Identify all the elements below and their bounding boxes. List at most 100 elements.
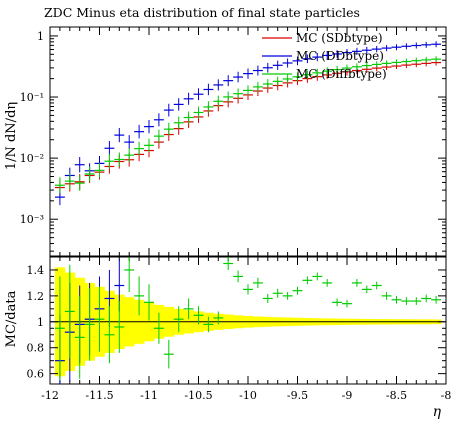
main-data-point (94, 162, 105, 178)
main-data-point (351, 47, 362, 55)
main-data-point (193, 88, 204, 101)
ratio-data-point (312, 272, 323, 281)
main-data-point (213, 95, 224, 107)
main-data-point (381, 45, 392, 52)
main-data-point (163, 122, 174, 136)
main-data-point (124, 148, 135, 163)
ratio-data-point (223, 257, 234, 270)
main-data-point (144, 119, 154, 134)
main-data-point (421, 41, 432, 48)
ratio-data-point (262, 293, 273, 304)
ratio-data-point (233, 270, 244, 283)
ratio-data-point (74, 295, 85, 379)
main-y-axis-label: 1/N dN/dη (4, 102, 19, 170)
ratio-data-point (84, 288, 95, 361)
ratio-data-point (252, 277, 263, 289)
ratio-y-tick-label: 0.8 (27, 342, 45, 355)
ratio-data-point (391, 295, 402, 304)
main-data-point (262, 62, 273, 73)
ratio-data-point (134, 276, 145, 316)
main-data-point (342, 64, 352, 72)
ratio-x-tick-label: -11.5 (85, 389, 113, 402)
main-data-point (84, 166, 95, 182)
main-data-point (203, 83, 214, 96)
ratio-panel: 0.6 0.8 1 1.2 1.4 -12 -11.5 -11 -10.5 -10 -9.5 -9 -8… (27, 256, 451, 402)
ratio-data-point (421, 294, 432, 303)
ratio-data-point (104, 306, 115, 364)
main-data-point (282, 58, 293, 68)
main-data-point (431, 41, 442, 48)
main-data-point (351, 63, 362, 71)
ratio-data-point (361, 285, 372, 294)
main-data-point (183, 111, 194, 124)
main-data-point (322, 51, 333, 60)
ratio-data-point (124, 257, 135, 292)
main-data-point (272, 76, 283, 87)
ratio-x-tick-label: -9.5 (287, 389, 308, 402)
legend-entry: MC (Diffbtype) (262, 67, 387, 81)
ratio-x-tick-label: -10.5 (184, 389, 212, 402)
ratio-data-point (203, 316, 214, 333)
ratio-data-point (144, 284, 154, 321)
ratio-data-point (431, 295, 442, 304)
main-data-point (282, 74, 293, 84)
ratio-x-tick-label: -11 (140, 389, 158, 402)
ratio-data-point (213, 311, 224, 325)
ratio-data-point (411, 297, 422, 305)
main-data-point (292, 56, 303, 66)
main-data-point (114, 128, 125, 143)
main-data-point (272, 60, 283, 71)
ratio-data-point (243, 284, 253, 295)
main-data-point (114, 152, 125, 167)
ratio-y-tick-label: 1.2 (27, 290, 45, 303)
main-data-point (332, 65, 343, 74)
main-data-point (312, 68, 323, 77)
ratio-data-point (64, 264, 75, 359)
main-data-point (134, 124, 145, 139)
main-data-point (391, 59, 402, 66)
main-data-point (342, 48, 352, 57)
main-data-point (361, 46, 372, 54)
ratio-data-point (94, 286, 105, 352)
ratio-data-point (371, 281, 382, 290)
main-data-point (74, 157, 85, 173)
ratio-y-tick-label: 0.6 (27, 368, 45, 381)
ratio-data-point (153, 312, 164, 344)
ratio-x-tick-label: -12 (41, 389, 59, 402)
main-data-point (421, 56, 432, 63)
main-data-point (134, 141, 145, 156)
ratio-data-point (173, 306, 184, 333)
ratio-data-point (282, 291, 293, 300)
main-data-point (401, 58, 412, 65)
legend-label: MC (SDbtype) (296, 31, 383, 45)
main-data-point (183, 92, 194, 105)
main-data-point (302, 54, 313, 64)
main-data-point (64, 173, 75, 189)
main-data-point (312, 52, 323, 62)
main-y-tick-label: 10⁻¹ (20, 91, 44, 104)
main-data-point (144, 138, 154, 152)
ratio-x-tick-label: -10 (239, 389, 257, 402)
main-data-point (371, 45, 382, 53)
main-data-point (361, 62, 372, 69)
ratio-data-point (401, 297, 412, 305)
main-y-tick-label: 1 (37, 30, 44, 43)
ratio-y-tick-label: 1.4 (27, 264, 45, 277)
chart-title: ZDC Minus eta distribution of final stat… (44, 5, 360, 20)
ratio-data-point (163, 339, 174, 369)
x-axis-label: η (433, 404, 442, 420)
ratio-x-tick-label: -9 (342, 389, 353, 402)
main-data-point (252, 81, 263, 92)
ratio-data-point (292, 286, 303, 295)
main-panel: 10⁻³ 10⁻² 10⁻¹ 1 MC (SDbtype) MC (DDbtype) MC … (20, 26, 447, 257)
main-y-tick-label: 10⁻² (20, 152, 44, 165)
main-data-point (292, 72, 303, 82)
main-data-point (104, 153, 115, 169)
main-data-point (322, 67, 333, 76)
ratio-data-point (381, 291, 392, 300)
main-data-point (262, 79, 273, 89)
ratio-y-tick-label: 1 (37, 316, 44, 329)
ratio-data-point (54, 276, 65, 381)
main-data-point (223, 75, 234, 87)
main-data-point (302, 70, 313, 80)
